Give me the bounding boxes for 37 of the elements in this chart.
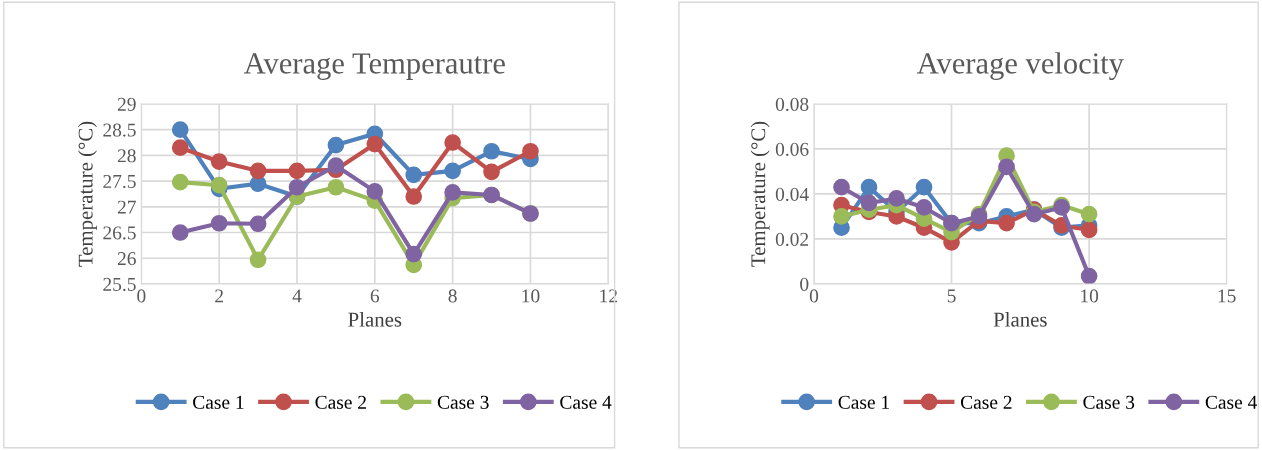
x-tick-label: 10 [1081,289,1099,303]
x-tick-label: 15 [1218,289,1236,303]
legend-label: Case 1 [838,395,889,409]
legend-label: Case 2 [315,395,366,409]
y-tick-label: 26.5 [103,226,136,240]
y-tick-label: 25.5 [103,277,136,291]
x-tick-label: 0 [137,289,146,303]
x-tick-label: 10 [522,289,540,303]
legend-label: Case 3 [1083,395,1135,409]
chart-title: Average Temperautre [243,53,505,80]
x-tick-label: 8 [448,289,457,303]
x-axis-title: Planes [993,312,1047,327]
x-tick-label: 0 [809,289,819,303]
x-axis-title: Planes [348,312,402,327]
y-tick-label: 0.04 [775,187,809,201]
y-tick-label: 0 [800,277,809,291]
legend-label: Case 2 [960,395,1012,409]
x-tick-label: 4 [292,289,302,303]
legend-label: Case 1 [193,395,244,409]
chart-title: Average velocity [916,52,1124,80]
x-tick-label: 6 [370,289,380,303]
legend-label: Case 3 [437,395,489,409]
y-tick-label: 0.06 [775,142,809,156]
legend-label: Case 4 [1205,395,1258,409]
y-axis-title: Temperature (°C) [750,121,770,267]
y-tick-label: 27 [117,200,136,214]
y-tick-label: 29 [117,97,136,111]
x-tick-label: 2 [215,289,223,303]
y-tick-label: 27.5 [103,174,136,189]
y-tick-label: 0.02 [775,232,809,246]
y-tick-label: 28.5 [103,123,136,137]
y-tick-label: 0.08 [775,97,809,111]
y-axis-title: Temperature (°C) [78,121,97,267]
y-tick-label: 26 [117,252,136,266]
x-tick-label: 5 [947,289,956,303]
legend-label: Case 4 [560,395,612,409]
y-tick-label: 28 [117,149,136,163]
